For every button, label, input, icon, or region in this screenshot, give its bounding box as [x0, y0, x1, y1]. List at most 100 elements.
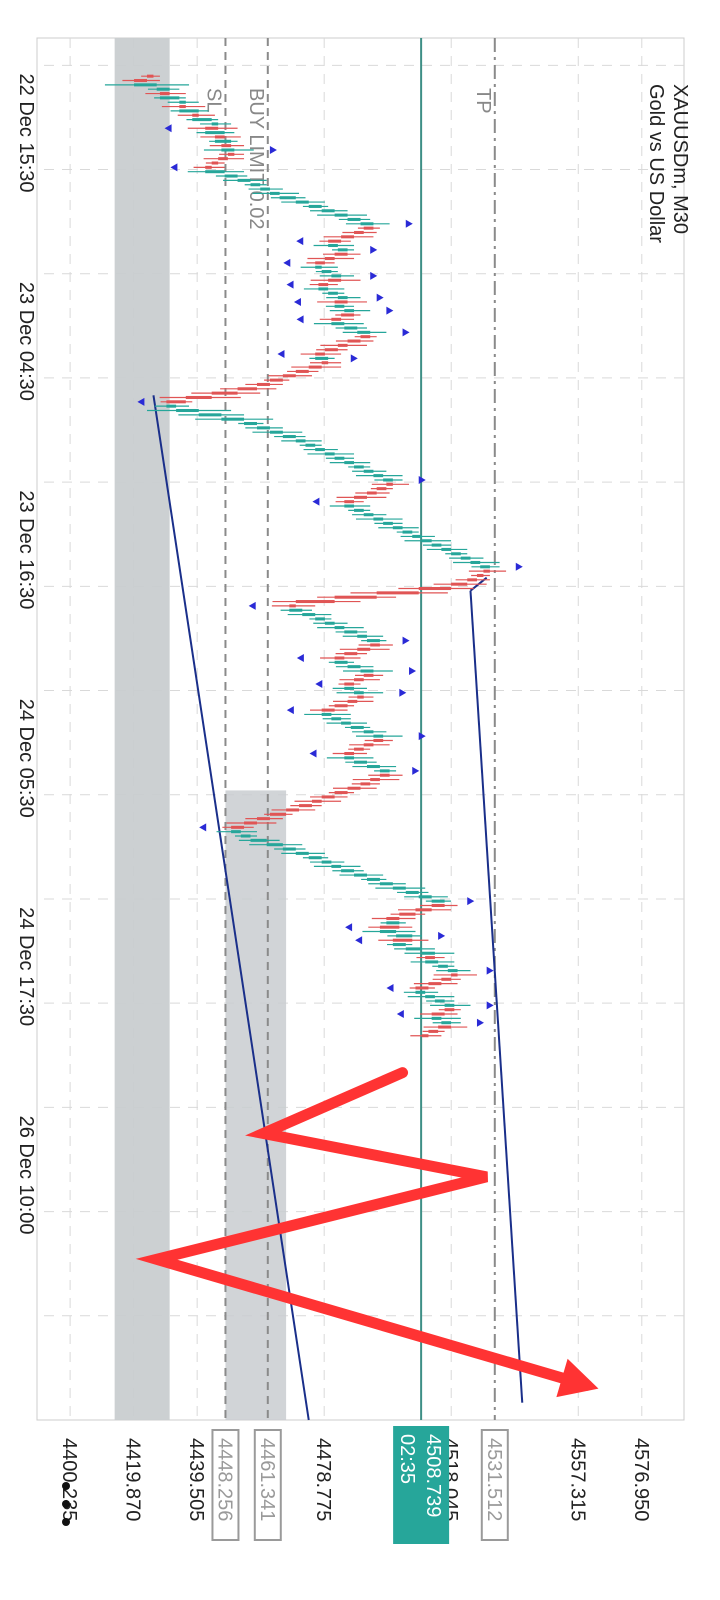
candle-bull: [438, 964, 448, 968]
candle-bull: [402, 530, 413, 534]
candle-bear: [205, 165, 212, 169]
candle-bull: [441, 547, 452, 551]
candle-bear: [337, 343, 348, 347]
candle-bear: [428, 982, 442, 986]
candle-bull: [431, 543, 442, 547]
zones-layer: [114, 38, 287, 1420]
more-menu-icon[interactable]: [56, 1478, 76, 1538]
candle-bull: [260, 187, 270, 191]
candle-bull: [470, 560, 481, 564]
candle-bear: [159, 92, 170, 96]
fractal-up-marker: [376, 293, 384, 302]
candle-bull: [302, 613, 316, 617]
candle-bull: [350, 725, 364, 729]
fractal-up-marker: [467, 897, 475, 906]
candle-bull: [331, 274, 342, 278]
fractal-down-marker: [164, 124, 172, 133]
fractal-up-marker: [269, 145, 277, 154]
candle-countdown: 02:35: [396, 1434, 418, 1484]
candle-bull: [315, 356, 329, 360]
candle-bear: [467, 578, 477, 582]
fractal-down-marker: [396, 1010, 404, 1019]
candle-bull: [344, 309, 355, 313]
candle-bear: [379, 925, 400, 929]
candle-bear: [218, 157, 228, 161]
price-axis-label: 4419.870: [122, 1438, 144, 1521]
candle-bear: [334, 252, 348, 256]
candle-bear: [231, 825, 245, 829]
candle-bull: [205, 131, 225, 135]
candle-bear: [370, 643, 380, 647]
candles-layer: [104, 74, 507, 1038]
candle-bull: [444, 1003, 455, 1007]
candle-bull: [334, 213, 348, 217]
candle-bear: [354, 230, 364, 235]
candle-bull: [166, 404, 177, 408]
candle-bear: [415, 986, 429, 990]
candle-bull: [363, 513, 374, 517]
candle-bull: [344, 686, 355, 690]
candle-bull: [176, 408, 199, 413]
projection-arrow-head: [556, 1358, 599, 1398]
candle-bull: [344, 756, 355, 760]
candle-bull: [159, 96, 180, 100]
candle-bull: [360, 222, 374, 226]
candle-bull: [344, 326, 358, 330]
fractal-down-marker: [286, 280, 294, 289]
fractal-up-marker: [402, 328, 410, 337]
trend-line-2: [469, 590, 524, 1403]
fractal-down-marker: [296, 653, 304, 662]
current-price-badge: [393, 1426, 450, 1544]
price-axis-label: 4439.505: [185, 1438, 207, 1521]
candle-bear: [256, 817, 270, 821]
fractal-down-marker: [293, 297, 301, 306]
candle-bear: [360, 782, 371, 786]
candle-bear: [134, 78, 147, 83]
candle-bull: [331, 322, 345, 326]
fractal-down-marker: [248, 601, 256, 610]
fractal-up-marker: [515, 562, 523, 571]
candle-bear: [166, 400, 186, 404]
candle-bear: [344, 652, 358, 656]
candle-bull: [379, 930, 397, 934]
fractal-down-marker: [345, 923, 353, 932]
fractal-down-marker: [309, 749, 317, 758]
candle-bull: [379, 769, 390, 773]
candle-bull: [321, 712, 332, 716]
fractal-up-marker: [409, 667, 417, 676]
current-price-label: 4508.739: [422, 1434, 444, 1517]
fractal-down-marker: [283, 258, 291, 267]
zone-rect-1: [225, 790, 287, 1420]
fractal-up-marker: [350, 354, 358, 363]
candle-bear: [221, 144, 232, 148]
trend-line-0: [152, 395, 310, 1421]
candle-bull: [347, 665, 361, 669]
fractal-down-marker: [296, 237, 304, 246]
candle-bear: [295, 369, 309, 373]
fractal-down-marker: [315, 680, 323, 689]
candle-bear: [341, 313, 355, 317]
candle-bull: [366, 639, 380, 643]
level-label: BUY LIMIT 0.02: [245, 88, 267, 230]
candle-bull: [337, 296, 348, 300]
candle-bear: [185, 395, 212, 399]
candle-bull: [396, 934, 413, 938]
candle-bull: [337, 248, 348, 252]
candle-bull: [256, 426, 270, 430]
fractal-down-marker: [199, 823, 207, 832]
fractals-layer: [137, 124, 523, 1027]
candle-bull: [324, 452, 335, 456]
candle-bear: [334, 791, 348, 795]
candle-bear: [146, 74, 154, 78]
candle-bull: [331, 864, 342, 868]
candle-bull: [266, 843, 283, 847]
candle-bull: [334, 304, 345, 308]
candle-bull: [366, 765, 380, 769]
candle-bull: [321, 209, 335, 213]
candle-bull: [392, 886, 406, 890]
candle-bull: [431, 899, 445, 903]
candle-bull: [354, 465, 364, 469]
chart-title: XAUUSDm, M30: [669, 84, 691, 234]
